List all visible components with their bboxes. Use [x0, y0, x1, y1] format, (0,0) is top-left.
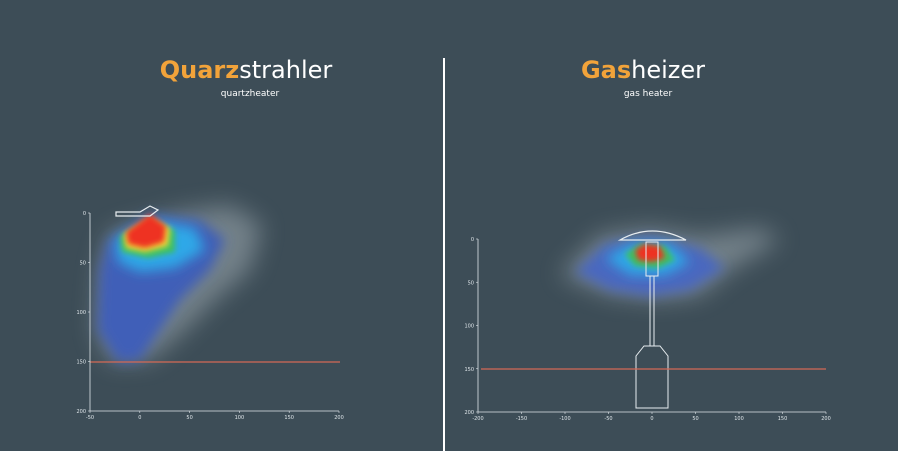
x-tick-label: -50: [86, 415, 94, 421]
x-tick-label: -150: [516, 416, 527, 422]
y-tick-label: 150: [464, 367, 474, 373]
y-tick-label: 0: [83, 211, 86, 217]
y-tick-label: 50: [468, 280, 474, 286]
x-tick-label: 0: [138, 415, 141, 421]
panel-subtitle: quartzheater: [221, 89, 280, 99]
y-tick-label: 150: [76, 360, 86, 366]
y-tick-label: 100: [464, 324, 474, 330]
y-tick-label: 200: [464, 410, 474, 416]
panel-title: Gasheizer: [581, 56, 705, 84]
heatmap-right: [560, 228, 780, 409]
x-tick-label: 50: [186, 415, 192, 421]
title-accent: Quarz: [160, 56, 240, 84]
x-tick-label: 100: [235, 415, 245, 421]
x-tick-label: 200: [821, 416, 831, 422]
x-tick-label: -200: [472, 416, 483, 422]
title-rest: heizer: [631, 56, 705, 84]
x-tick-label: 200: [334, 415, 344, 421]
panel-title: Quarzstrahler: [160, 56, 333, 84]
x-tick-label: -50: [604, 416, 612, 422]
x-tick-label: 0: [650, 416, 653, 422]
y-tick-label: 50: [80, 261, 86, 267]
x-tick-label: -100: [559, 416, 570, 422]
x-tick-label: 100: [734, 416, 744, 422]
title-rest: strahler: [239, 56, 332, 84]
y-tick-label: 0: [471, 237, 474, 243]
y-tick-label: 100: [76, 310, 86, 316]
x-tick-label: 150: [778, 416, 788, 422]
y-tick-label: 200: [76, 409, 86, 415]
x-tick-label: 50: [692, 416, 698, 422]
panel-subtitle: gas heater: [624, 89, 673, 99]
x-tick-label: 150: [284, 415, 294, 421]
title-accent: Gas: [581, 56, 631, 84]
heatmap-left: [96, 205, 262, 362]
